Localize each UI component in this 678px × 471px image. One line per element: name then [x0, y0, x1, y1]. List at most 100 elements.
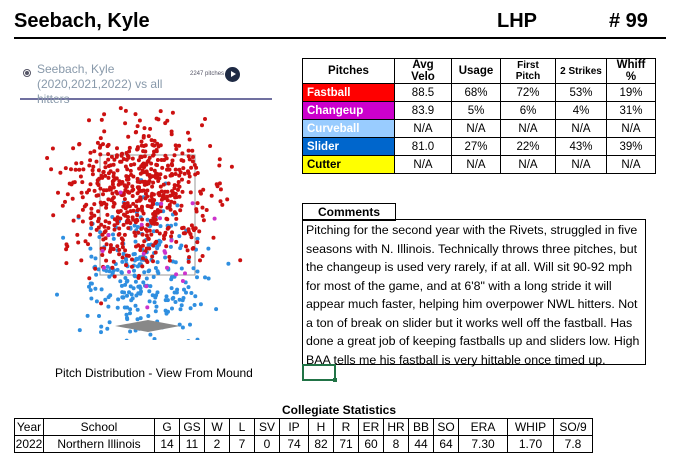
strike-zone [99, 154, 196, 276]
fastball-pitch-dot [102, 129, 107, 134]
changeup-pitch-dot [118, 190, 123, 195]
fastball-pitch-dot [201, 187, 206, 192]
slider-pitch-dot [226, 261, 231, 266]
fastball-pitch-dot [170, 158, 175, 163]
fastball-pitch-dot [186, 171, 191, 176]
fastball-pitch-dot [106, 152, 111, 157]
fastball-pitch-dot [103, 173, 108, 178]
fastball-pitch-dot [131, 217, 136, 222]
fastball-pitch-dot [124, 151, 129, 155]
slider-pitch-dot [129, 292, 134, 297]
fastball-pitch-dot [172, 210, 177, 215]
changeup-pitch-dot [159, 201, 164, 206]
fastball-pitch-dot [92, 149, 97, 154]
col-whiff: Whiff % [606, 58, 656, 84]
fastball-pitch-dot [186, 227, 191, 232]
fastball-pitch-dot [190, 159, 195, 164]
fastball-pitch-dot [103, 236, 108, 241]
fastball-pitch-dot [168, 173, 173, 178]
slider-pitch-dot [168, 244, 173, 249]
slider-pitch-dot [195, 236, 200, 241]
fastball-pitch-dot [165, 189, 170, 194]
slider-pitch-dot [55, 292, 59, 297]
fastball-pitch-dot [80, 195, 85, 200]
fastball-pitch-dot [184, 244, 188, 249]
fastball-pitch-dot [151, 152, 156, 157]
fastball-pitch-dot [134, 199, 139, 204]
pitch-value: 68% [451, 83, 501, 102]
fastball-pitch-dot [71, 146, 76, 151]
fastball-pitch-dot [130, 264, 134, 269]
fastball-pitch-dot [167, 204, 172, 209]
pitch-value: 6% [500, 101, 556, 120]
fastball-pitch-dot [172, 200, 177, 205]
fastball-pitch-dot [138, 196, 143, 201]
fastball-pitch-dot [106, 175, 111, 180]
fastball-pitch-dot [105, 212, 110, 217]
fastball-pitch-dot [140, 169, 145, 174]
fastball-pitch-dot [188, 190, 193, 195]
fastball-pitch-dot [115, 191, 120, 196]
fastball-pitch-dot [140, 232, 145, 237]
slider-pitch-dot [106, 304, 111, 309]
fastball-pitch-dot [217, 181, 222, 186]
fastball-pitch-dot [164, 244, 169, 249]
radio-icon[interactable] [23, 69, 31, 77]
stats-cell: 8 [383, 435, 409, 453]
slider-pitch-dot [105, 264, 110, 269]
fastball-pitch-dot [74, 161, 79, 166]
fastball-pitch-dot [122, 197, 127, 202]
pitch-name: Curveball [302, 119, 395, 138]
fastball-pitch-dot [135, 191, 140, 196]
fastball-pitch-dot [116, 232, 121, 237]
fastball-pitch-dot [146, 237, 151, 241]
fastball-pitch-dot [154, 148, 159, 152]
fastball-pitch-dot [110, 265, 115, 270]
slider-pitch-dot [128, 307, 133, 312]
fastball-pitch-dot [64, 261, 69, 266]
slider-pitch-dot [118, 279, 123, 284]
fastball-pitch-dot [177, 173, 182, 178]
fastball-pitch-dot [140, 188, 145, 193]
fastball-pitch-dot [174, 216, 179, 221]
fastball-pitch-dot [80, 219, 85, 224]
fastball-pitch-dot [134, 204, 139, 209]
stats-cell: 0 [254, 435, 280, 453]
header-divider [14, 37, 666, 39]
fastball-pitch-dot [64, 242, 69, 247]
fastball-pitch-dot [110, 182, 115, 187]
pitch-value: 81.0 [394, 137, 452, 156]
slider-pitch-dot [147, 268, 152, 273]
slider-pitch-dot [133, 303, 138, 308]
fastball-pitch-dot [140, 264, 145, 269]
fastball-pitch-dot [94, 159, 99, 164]
slider-pitch-dot [188, 306, 193, 311]
fastball-pitch-dot [166, 181, 171, 186]
slider-pitch-dot [192, 303, 197, 307]
fastball-pitch-dot [176, 180, 181, 184]
selected-cell[interactable] [302, 364, 337, 382]
changeup-pitch-dot [102, 265, 106, 270]
slider-pitch-dot [88, 288, 93, 293]
fastball-pitch-dot [208, 144, 213, 148]
changeup-pitch-dot [169, 238, 174, 243]
slider-pitch-dot [155, 269, 160, 274]
fastball-pitch-dot [173, 195, 178, 200]
fastball-pitch-dot [139, 139, 144, 144]
fastball-pitch-dot [176, 187, 180, 192]
play-icon[interactable] [225, 67, 240, 82]
slider-pitch-dot [164, 311, 169, 316]
slider-pitch-dot [93, 256, 98, 261]
fastball-pitch-dot [139, 143, 144, 148]
fastball-pitch-dot [136, 207, 141, 212]
fastball-pitch-dot [173, 143, 178, 148]
fastball-pitch-dot [133, 112, 138, 117]
fastball-pitch-dot [167, 258, 172, 263]
fastball-pitch-dot [149, 220, 154, 225]
fastball-pitch-dot [112, 227, 117, 232]
changeup-pitch-dot [180, 279, 185, 283]
fastball-pitch-dot [96, 193, 101, 198]
fastball-pitch-dot [121, 157, 126, 161]
fastball-pitch-dot [133, 233, 138, 238]
pitch-name: Cutter [302, 155, 395, 174]
